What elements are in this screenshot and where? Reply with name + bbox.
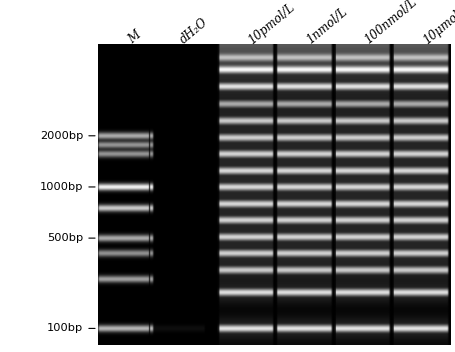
Text: M: M (126, 29, 144, 46)
Text: 10μmol/L: 10μmol/L (420, 0, 455, 46)
Text: 10pmol/L: 10pmol/L (246, 0, 298, 46)
Text: 500bp: 500bp (47, 233, 83, 243)
Text: 100nmol/L: 100nmol/L (362, 0, 420, 46)
Text: 1nmol/L: 1nmol/L (304, 5, 350, 46)
Text: dH₂O: dH₂O (177, 16, 210, 46)
Text: 100bp: 100bp (47, 323, 83, 333)
Text: 1000bp: 1000bp (40, 182, 83, 192)
Text: 2000bp: 2000bp (40, 131, 83, 141)
